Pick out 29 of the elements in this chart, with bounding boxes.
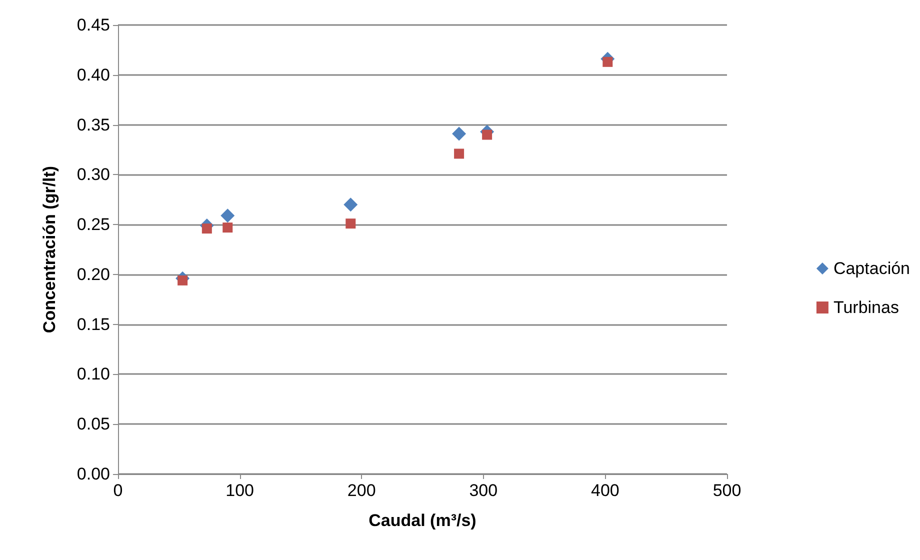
- y-axis-title: Concentración (gr/lt): [40, 166, 59, 334]
- legend-label: Captación: [833, 259, 910, 278]
- point: [222, 222, 233, 233]
- point: [452, 126, 466, 141]
- y-tick-label: 0.45: [76, 16, 110, 34]
- point: [220, 208, 235, 223]
- point: [602, 56, 613, 67]
- x-tick-label: 0: [113, 481, 123, 500]
- x-tick-label: 200: [347, 481, 376, 500]
- x-axis-title: Caudal (m³/s): [368, 511, 476, 530]
- y-tick-label: 0.05: [76, 414, 110, 434]
- y-tick-label: 0.30: [76, 165, 110, 184]
- y-tick-label: 0.35: [76, 115, 110, 134]
- y-tick-label: 0.15: [76, 314, 110, 334]
- point: [346, 218, 356, 229]
- y-tick-label: 0.00: [76, 464, 110, 484]
- x-tick-label: 100: [226, 481, 254, 500]
- y-tick-label: 0.20: [76, 264, 110, 284]
- y-tick-label: 0.40: [76, 65, 110, 84]
- point: [482, 130, 492, 140]
- legend-label: Turbinas: [833, 298, 899, 317]
- point: [454, 148, 464, 159]
- point: [344, 198, 358, 212]
- x-tick-label: 300: [469, 481, 498, 500]
- y-tick-label: 0.10: [76, 364, 110, 384]
- x-tick-label: 400: [591, 481, 620, 500]
- point: [202, 224, 212, 234]
- x-tick-label: 500: [712, 481, 742, 500]
- y-tick-label: 0.25: [76, 215, 110, 234]
